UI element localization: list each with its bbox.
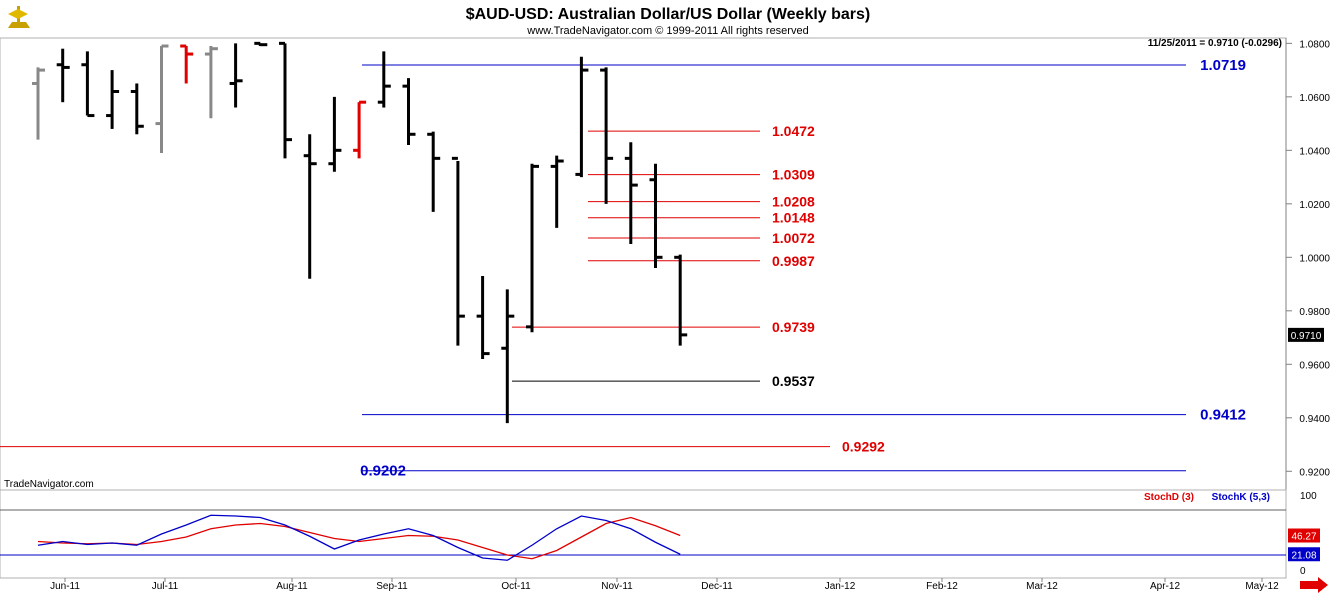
x-tick-label: Nov-11 bbox=[601, 581, 633, 592]
y-tick-label: 0.9400 bbox=[1299, 414, 1330, 425]
level-label-1.0208: 1.0208 bbox=[772, 194, 815, 210]
ohlc-bar bbox=[328, 96, 342, 172]
ohlc-bar bbox=[674, 254, 688, 346]
ohlc-bar bbox=[377, 51, 391, 108]
ohlc-bar bbox=[451, 156, 465, 346]
ohlc-bar bbox=[180, 44, 194, 84]
y-tick-label: 0.9200 bbox=[1299, 467, 1330, 478]
ohlc-bar bbox=[624, 142, 638, 244]
stochk-last-label: 21.08 bbox=[1291, 550, 1316, 561]
y-tick-label: 1.0800 bbox=[1299, 39, 1330, 50]
ohlc-bar bbox=[229, 43, 243, 108]
level-label-0.9412: 0.9412 bbox=[1200, 407, 1246, 424]
y-tick-label: 1.0600 bbox=[1299, 93, 1330, 104]
trade-navigator-logo-icon bbox=[8, 6, 30, 28]
ohlc-bar bbox=[649, 163, 663, 269]
scroll-right-arrow-icon[interactable] bbox=[1300, 577, 1328, 593]
level-label-1.0472: 1.0472 bbox=[772, 123, 815, 139]
level-label-0.9987: 0.9987 bbox=[772, 253, 815, 269]
price-panel bbox=[0, 37, 1287, 491]
ohlc-bar bbox=[130, 83, 144, 135]
level-label-1.0072: 1.0072 bbox=[772, 230, 815, 246]
stoch-y-tick-label: 100 bbox=[1300, 491, 1317, 502]
ohlc-bar bbox=[56, 48, 70, 103]
ohlc-bar bbox=[81, 51, 95, 118]
level-label-0.9739: 0.9739 bbox=[772, 319, 815, 335]
stochk-line bbox=[37, 514, 681, 561]
stochd-last-box bbox=[1288, 528, 1320, 543]
x-tick-label: Sep-11 bbox=[376, 581, 408, 592]
ohlc-bar bbox=[353, 100, 367, 159]
stochd-last-label: 46.27 bbox=[1291, 532, 1316, 543]
ohlc-bar bbox=[204, 46, 218, 119]
x-tick-label: Jul-11 bbox=[152, 581, 179, 592]
brand-label: TradeNavigator.com bbox=[4, 479, 94, 490]
chart-title: $AUD-USD: Australian Dollar/US Dollar (W… bbox=[466, 6, 871, 23]
x-tick-label: Dec-11 bbox=[701, 581, 733, 592]
ohlc-bar bbox=[106, 70, 120, 129]
ohlc-bar bbox=[575, 56, 589, 178]
ohlc-bar bbox=[427, 131, 441, 212]
level-label-1.0309: 1.0309 bbox=[772, 167, 815, 183]
ohlc-bar bbox=[526, 163, 539, 333]
stochd-line bbox=[37, 516, 681, 560]
last-price-label: 0.9710 bbox=[1291, 331, 1322, 342]
ohlc-bar bbox=[279, 41, 292, 159]
level-label-1.0148: 1.0148 bbox=[772, 210, 815, 226]
x-tick-label: May-12 bbox=[1245, 581, 1279, 592]
stochk-last-box bbox=[1288, 547, 1320, 562]
ohlc-bar bbox=[303, 134, 317, 279]
x-tick-label: Oct-11 bbox=[501, 581, 531, 592]
y-tick-label: 1.0000 bbox=[1299, 253, 1330, 264]
x-tick-label: Jan-12 bbox=[825, 581, 856, 592]
x-tick-label: Mar-12 bbox=[1026, 581, 1058, 592]
ohlc-bar bbox=[501, 289, 515, 424]
x-tick-label: Apr-12 bbox=[1150, 581, 1180, 592]
ohlc-bar bbox=[155, 44, 169, 154]
copyright-text: www.TradeNavigator.com © 1999-2011 All r… bbox=[526, 25, 808, 37]
level-label-0.9292: 0.9292 bbox=[842, 439, 885, 455]
last-price-box bbox=[1288, 327, 1324, 342]
x-tick-label: Jun-11 bbox=[50, 581, 80, 592]
stochk-legend: StochK (5,3) bbox=[1212, 492, 1270, 503]
ohlc-bar bbox=[600, 67, 614, 204]
y-tick-label: 0.9800 bbox=[1299, 307, 1330, 318]
x-tick-label: Feb-12 bbox=[926, 581, 958, 592]
level-label-0.9202: 0.9202 bbox=[360, 463, 406, 480]
y-tick-label: 0.9600 bbox=[1299, 360, 1330, 371]
level-label-1.0719: 1.0719 bbox=[1200, 57, 1246, 74]
ohlc-bar bbox=[402, 78, 416, 145]
ohlc-bar bbox=[550, 155, 564, 228]
ohlc-bar bbox=[476, 276, 490, 359]
stoch-y-tick-label: 0 bbox=[1300, 566, 1306, 577]
stochd-legend: StochD (3) bbox=[1144, 492, 1194, 503]
level-label-0.9537: 0.9537 bbox=[772, 373, 815, 389]
stochastic-panel bbox=[0, 489, 1287, 579]
x-tick-label: Aug-11 bbox=[276, 581, 308, 592]
ohlc-bar bbox=[32, 67, 45, 140]
y-tick-label: 1.0200 bbox=[1299, 200, 1330, 211]
y-tick-label: 1.0400 bbox=[1299, 146, 1330, 157]
ohlc-bar bbox=[254, 41, 268, 47]
last-quote-text: 11/25/2011 = 0.9710 (-0.0296) bbox=[1148, 38, 1282, 49]
